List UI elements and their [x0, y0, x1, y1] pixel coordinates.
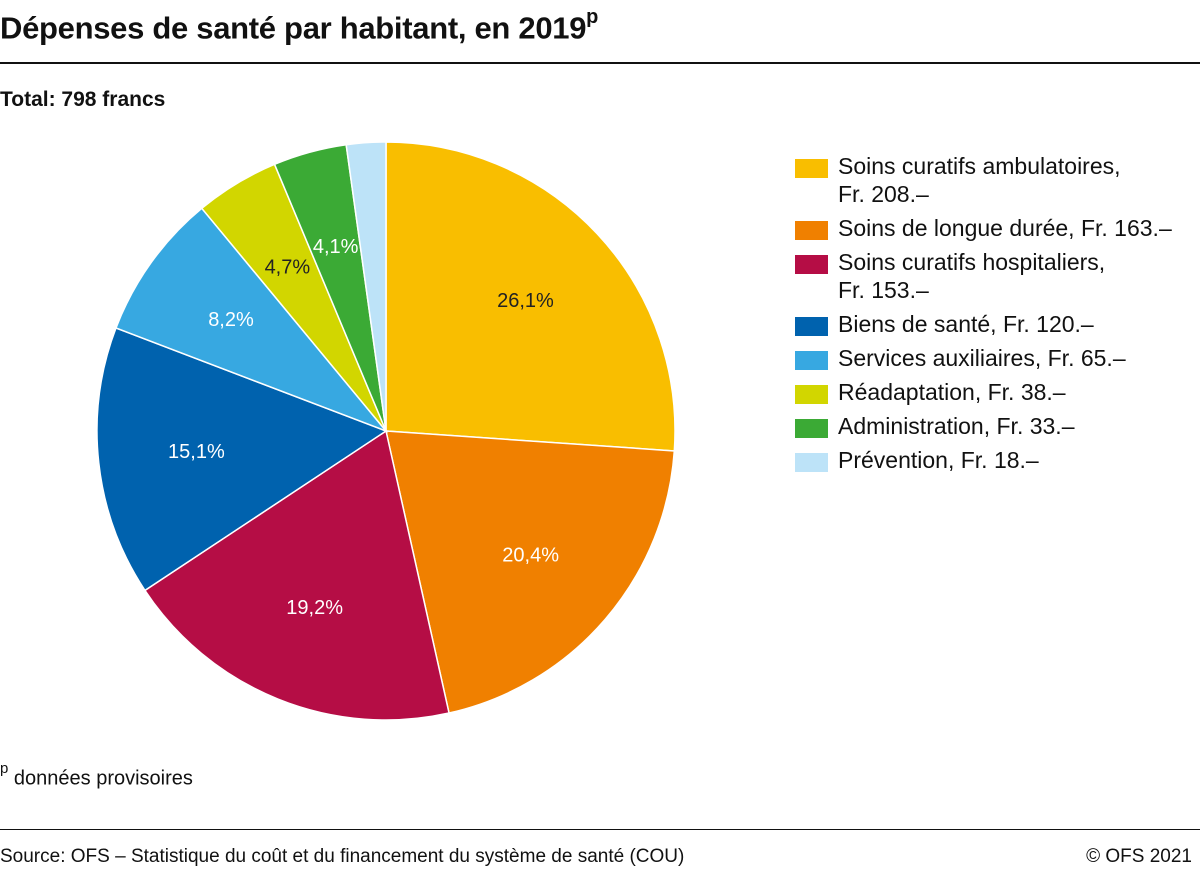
slice-label-0: 26,1%: [497, 290, 554, 312]
chart-title: Dépenses de santé par habitant, en 2019p: [0, 6, 598, 46]
legend-item-0: Soins curatifs ambulatoires, Fr. 208.–: [795, 152, 1172, 208]
legend-label-0: Soins curatifs ambulatoires, Fr. 208.–: [838, 153, 1121, 207]
legend-item-1: Soins de longue durée, Fr. 163.–: [795, 214, 1172, 242]
legend-swatch-3: [795, 317, 828, 336]
slice-label-5: 4,7%: [265, 257, 311, 279]
pie-slice-4: [115, 207, 389, 433]
legend-swatch-7: [795, 453, 828, 472]
legend-label-5: Réadaptation, Fr. 38.–: [838, 379, 1066, 405]
pie-slice-2: [143, 429, 450, 721]
legend-item-6: Administration, Fr. 33.–: [795, 412, 1172, 440]
legend-label-2: Soins curatifs hospitaliers, Fr. 153.–: [838, 249, 1106, 303]
pie-slice-7: [345, 141, 387, 432]
legend-label-6: Administration, Fr. 33.–: [838, 413, 1075, 439]
legend-item-3: Biens de santé, Fr. 120.–: [795, 310, 1172, 338]
slice-label-4: 8,2%: [208, 309, 254, 331]
provisional-marker: p: [586, 6, 599, 28]
legend-label-7: Prévention, Fr. 18.–: [838, 447, 1039, 473]
source-text: Source: OFS – Statistique du coût et du …: [0, 846, 685, 867]
pie-slice-3: [96, 327, 388, 592]
legend-swatch-1: [795, 221, 828, 240]
legend-label-1: Soins de longue durée, Fr. 163.–: [838, 215, 1172, 241]
legend-item-7: Prévention, Fr. 18.–: [795, 446, 1172, 474]
footnote-text: données provisoires: [8, 767, 193, 790]
legend-swatch-6: [795, 419, 828, 438]
slice-label-1: 20,4%: [502, 544, 559, 566]
legend-swatch-5: [795, 385, 828, 404]
legend-label-3: Biens de santé, Fr. 120.–: [838, 311, 1094, 337]
legend-swatch-4: [795, 351, 828, 370]
pie-slice-0: [385, 141, 676, 452]
legend-label-4: Services auxiliaires, Fr. 65.–: [838, 345, 1126, 371]
title-divider: [0, 62, 1200, 64]
chart-subtitle: Total: 798 francs: [0, 88, 166, 111]
slice-label-2: 19,2%: [286, 597, 343, 619]
footnote: p données provisoires: [0, 760, 193, 791]
legend: Soins curatifs ambulatoires, Fr. 208.– So…: [795, 152, 1172, 480]
slice-label-6: 4,1%: [313, 236, 359, 258]
legend-item-4: Services auxiliaires, Fr. 65.–: [795, 344, 1172, 372]
slice-label-3: 15,1%: [168, 441, 225, 463]
legend-swatch-2: [795, 255, 828, 274]
footnote-marker: p: [0, 760, 9, 777]
legend-swatch-0: [795, 159, 828, 178]
footer-divider: [0, 829, 1200, 830]
legend-item-2: Soins curatifs hospitaliers, Fr. 153.–: [795, 248, 1172, 304]
copyright-text: © OFS 2021: [1086, 846, 1192, 867]
chart-title-text: Dépenses de santé par habitant, en 2019: [0, 10, 587, 46]
pie-slice-1: [385, 430, 676, 714]
legend-item-5: Réadaptation, Fr. 38.–: [795, 378, 1172, 406]
